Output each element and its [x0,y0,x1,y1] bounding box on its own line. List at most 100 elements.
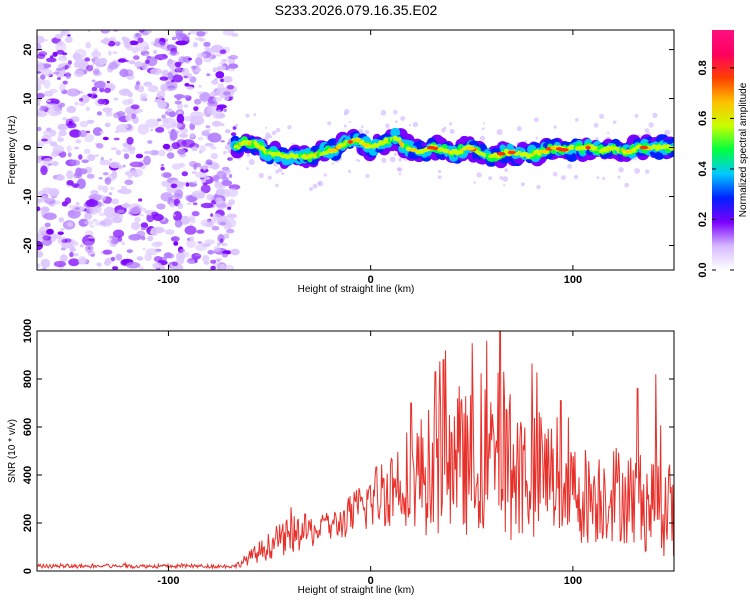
spectrogram-noise-blob [76,178,86,189]
spectrogram-noise-blob [177,202,184,210]
spectrogram-noise-blob [160,163,164,167]
spectrogram-halo-blob [385,123,390,128]
spectrogram-noise-blob [212,67,217,73]
spectrogram-halo-blob [503,184,506,187]
spectrogram-noise-blob [62,117,67,121]
chart-title: S233.2026.079.16.35.E02 [275,2,438,18]
spectrogram-noise-blob [90,190,99,195]
spectrogram-halo-blob [535,136,538,140]
spectrogram-noise-blob [140,227,146,231]
spectrogram-noise-blob [219,78,225,83]
spectrogram-noise-blob [173,241,179,246]
spectrogram-noise-blob [189,132,195,139]
spectrogram-noise-blob [232,126,237,130]
spectrogram-noise-blob [42,157,53,165]
spectrogram-noise-blob [110,147,118,151]
spectrogram-noise-blob [107,40,116,47]
spectrogram-halo-blob [449,122,453,126]
spectrogram-noise-blob [98,177,103,180]
spectrogram-noise-blob [104,122,111,128]
spectrogram-noise-blob [72,52,81,61]
spectrogram-noise-blob [217,65,227,71]
spectrogram-noise-blob [130,104,140,110]
spectrogram-noise-blob [200,184,211,194]
spectrogram-noise-blob [203,261,210,265]
spectrogram-peak-blob [585,145,591,150]
spectrogram-noise-blob [220,123,225,127]
spectrogram-noise-blob [191,124,195,129]
spectrogram-noise-blob [201,243,211,247]
spectrogram-noise-blob [203,167,207,171]
spectrogram-noise-blob [60,227,65,231]
spectrogram-noise-blob [53,260,66,268]
spectrogram-noise-blob [224,218,237,228]
snr-xtick-label: 0 [368,575,374,587]
spectrogram-halo-blob [664,129,671,136]
spectrogram-noise-blob [88,238,94,242]
spectrogram-peak-blob [408,148,418,152]
spectrogram-noise-blob [67,222,74,227]
spectrogram-noise-blob [86,119,95,124]
spectrogram-halo-blob [393,152,397,156]
spectrogram-noise-blob [201,193,205,196]
spectrogram-noise-blob [210,265,216,270]
spectrogram-ytick-label: 20 [22,43,34,55]
spectrogram-noise-blob [100,30,111,34]
spectrogram-noise-blob [186,72,193,79]
spectrogram-noise-blob [97,98,106,105]
spectrogram-halo-blob [634,113,639,118]
spectrogram-noise-blob [225,264,235,270]
spectrogram-noise-blob [173,211,182,222]
spectrogram-noise-blob [213,175,220,183]
spectrogram-noise-blob [171,261,178,267]
spectrogram-halo-blob [624,182,630,188]
spectrogram-noise-blob [37,159,40,163]
snr-ytick-label: 1000 [22,319,34,343]
spectrogram-noise-blob [135,33,140,37]
spectrogram-noise-blob [89,224,95,228]
spectrogram-noise-blob [198,84,202,88]
spectrogram-noise-blob [150,226,165,234]
spectrogram-noise-blob [87,30,91,33]
spectrogram-noise-blob [221,59,228,63]
spectrogram-halo-blob [349,121,352,124]
spectrogram-noise-blob [144,253,153,262]
spectrogram-noise-blob [142,247,146,251]
spectrogram-noise-blob [207,250,215,255]
spectrogram-noise-blob [46,228,54,235]
spectrogram-noise-blob [215,71,225,79]
spectrogram-halo-blob [438,169,442,174]
spectrogram-noise-blob [51,151,58,158]
spectrogram-noise-blob [197,136,204,141]
spectrogram-noise-blob [174,189,184,197]
spectrogram-noise-blob [78,130,88,138]
spectrogram-noise-blob [69,129,82,138]
spectrogram-signal-blob [517,150,521,154]
spectrogram-noise-blob [62,80,68,85]
spectrogram-noise-blob [216,104,227,109]
spectrogram-noise-blob [201,179,206,184]
spectrogram-noise-blob [149,150,159,156]
spectrogram-noise-blob [192,202,198,206]
spectrogram-noise-blob [57,137,64,142]
colorbar-tick-label: 0.6 [697,111,709,126]
spectrogram-noise-blob [37,92,45,99]
spectrogram-noise-blob [95,262,101,266]
spectrogram-noise-blob [68,258,80,267]
spectrogram-halo-blob [264,136,270,141]
spectrogram-noise-blob [85,244,94,253]
spectrogram-noise-blob [194,259,198,263]
spectrogram-noise-blob [145,118,159,128]
spectrogram-xtick-label: 0 [368,274,374,286]
spectrogram-noise-blob [221,242,228,247]
spectrogram-halo-blob [287,125,292,130]
spectrogram-signal-blob [396,137,402,142]
spectrogram-noise-blob [213,245,221,253]
spectrogram-noise-blob [86,65,94,72]
spectrogram-noise-blob [144,59,150,64]
spectrogram-noise-blob [55,41,67,52]
spectrogram-halo-blob [618,167,624,173]
spectrogram-noise-blob [146,214,155,223]
colorbar-tick-label: 0.0 [697,262,709,277]
spectrogram-noise-blob [230,33,239,37]
